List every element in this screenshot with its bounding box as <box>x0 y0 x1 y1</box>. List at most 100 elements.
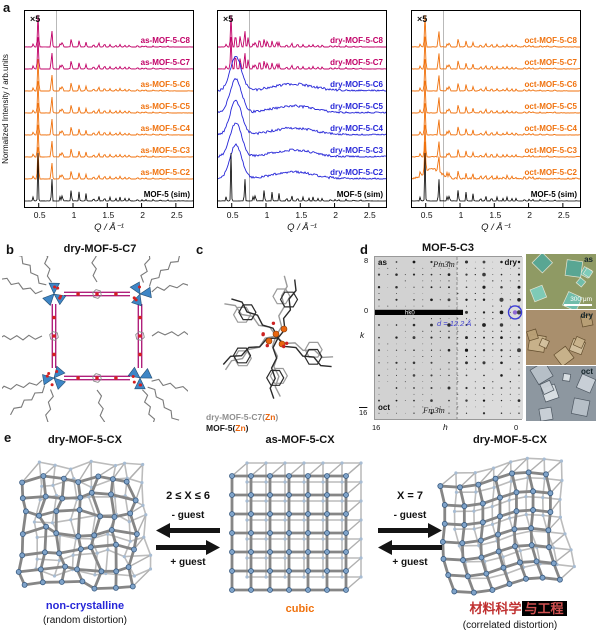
trace-label: oct-MOF-5-C3 <box>524 146 577 155</box>
legend-dry-name: dry-MOF-5-C7( <box>206 412 266 422</box>
photo-dry-label: dry <box>580 311 593 320</box>
plot-area-oct: oct-MOF-5-C8 oct-MOF-5-C7 oct-MOF-5-C6 oct-… <box>411 10 581 208</box>
panel-label-b: b <box>6 242 14 257</box>
photo-as-label: as <box>584 255 593 264</box>
arrow-right-icon <box>156 540 220 555</box>
xrd-plot-as: as-MOF-5-C8 as-MOF-5-C7 as-MOF-5-C6 as-MOF-… <box>24 10 194 242</box>
trace-label: dry-MOF-5-C3 <box>330 146 383 155</box>
trace-label: dry-MOF-5-C7 <box>330 58 383 67</box>
diffraction-pattern: hk0 as dry oct Pm3̄m Fm3̄m d = 12.2 Å <box>374 256 523 420</box>
trace-label: as-MOF-5-C3 <box>140 146 190 155</box>
xrd-traces <box>412 11 580 207</box>
x-tick-label: 1 <box>71 210 77 220</box>
diffraction-spots: hk0 <box>375 257 523 419</box>
magnification-label: ×5 <box>30 14 41 24</box>
diffraction-label-oct: oct <box>378 403 390 412</box>
watermark: 材料科学 与工程 <box>440 598 596 618</box>
arrow-left-icon <box>156 523 220 538</box>
trace-label: as-MOF-5-C4 <box>140 124 190 133</box>
trace-label: oct-MOF-5-C5 <box>524 102 577 111</box>
structure-right-title: dry-MOF-5-CX <box>473 434 547 446</box>
x-tick-label: 0.5 <box>420 210 433 220</box>
transition-right: X = 7 - guest + guest <box>372 490 448 569</box>
x-tick-label: 1.5 <box>102 210 115 220</box>
framework-random-distortion <box>15 459 153 592</box>
x-axis-label: Q / Å⁻¹ <box>287 222 317 233</box>
legend-mof5-close: ) <box>245 423 249 433</box>
trace-label: dry-MOF-5-C8 <box>330 36 383 45</box>
x-tick-label: 2 <box>333 210 338 220</box>
framework-correlated-distortion <box>437 456 576 596</box>
trace-label: oct-MOF-5-C6 <box>524 80 577 89</box>
watermark-text-plain: 材料科学 <box>469 601 522 616</box>
y-axis-label: Normalized Intensity / arb.units <box>1 54 10 164</box>
x-tick-label: 2 <box>527 210 532 220</box>
panel-label-a: a <box>3 0 11 15</box>
photo-as-image <box>526 254 596 309</box>
trace-label: as-MOF-5-C5 <box>140 102 190 111</box>
photo-as: as 300 μm <box>526 254 596 309</box>
h-tick-16: 16 <box>372 423 381 432</box>
x-tick-label: 2.5 <box>557 210 570 220</box>
x-tick-label: 1 <box>264 210 270 220</box>
legend-dry-zn: Zn <box>265 412 276 422</box>
structure-left-title: dry-MOF-5-CX <box>48 434 122 446</box>
legend-mof5-name: MOF-5( <box>206 423 236 433</box>
trace-label: MOF-5 (sim) <box>143 190 190 199</box>
x-axis-label: Q / Å⁻¹ <box>481 222 511 233</box>
structure-overlay-legend: dry-MOF-5-C7(Zn) MOF-5(Zn) <box>206 412 278 434</box>
diffraction-label-as: as <box>378 258 387 267</box>
k-tick-minus16: 16 <box>359 408 368 417</box>
legend-line-dry: dry-MOF-5-C7(Zn) <box>206 412 278 423</box>
k-tick-0: 0 <box>364 306 369 315</box>
x-tick-label: 2.5 <box>363 210 376 220</box>
trace-label: oct-MOF-5-C8 <box>524 36 577 45</box>
arrow-left-icon <box>378 540 442 555</box>
h-tick-0: 0 <box>514 423 519 432</box>
plot-area-dry: dry-MOF-5-C8 dry-MOF-5-C7 dry-MOF-5-C6 dry-… <box>217 10 387 208</box>
legend-line-mof5: MOF-5(Zn) <box>206 423 278 434</box>
caption-random-distortion: (random distortion) <box>43 615 127 626</box>
panel-label-e: e <box>4 430 12 445</box>
plot-area-as: as-MOF-5-C8 as-MOF-5-C7 as-MOF-5-C6 as-MOF-… <box>24 10 194 208</box>
k-tick-8: 8 <box>364 256 369 265</box>
x-tick-label: 1.5 <box>489 210 502 220</box>
space-group-top: Pm3̄m <box>433 259 455 269</box>
transition-right-minus-guest: - guest <box>393 510 427 521</box>
framework-cubic <box>229 461 363 593</box>
transition-left-plus-guest: + guest <box>170 557 206 568</box>
panel-label-c: c <box>196 242 204 257</box>
trace-label: oct-MOF-5-C4 <box>524 124 577 133</box>
trace-label: oct-MOF-5-C7 <box>524 58 577 67</box>
transition-right-plus-guest: + guest <box>392 557 428 568</box>
xrd-plot-dry: dry-MOF-5-C8 dry-MOF-5-C7 dry-MOF-5-C6 dry-… <box>217 10 387 242</box>
x-tick-label: 2 <box>140 210 145 220</box>
d-spacing-annotation: d = 12.2 Å <box>437 319 472 328</box>
trace-label: dry-MOF-5-C5 <box>330 102 383 111</box>
trace-label: dry-MOF-5-C2 <box>330 168 383 177</box>
trace-label: oct-MOF-5-C2 <box>524 168 577 177</box>
molecular-overlay-drawing <box>222 275 334 399</box>
xrd-traces <box>25 11 193 207</box>
caption-correlated-distortion: (correlated distortion) <box>462 620 558 631</box>
diffraction-label-dry: dry <box>504 258 517 267</box>
legend-mof5-zn: Zn <box>235 423 246 433</box>
xrd-plot-oct: oct-MOF-5-C8 oct-MOF-5-C7 oct-MOF-5-C6 oct-… <box>411 10 581 242</box>
scale-bar <box>564 304 592 306</box>
photo-oct-image <box>526 366 596 421</box>
panel-d-title: MOF-5-C3 <box>422 242 474 254</box>
caption-noncrystalline: non-crystalline <box>45 600 125 612</box>
trace-label: dry-MOF-5-C6 <box>330 80 383 89</box>
space-group-bottom: Fm3̄m <box>423 405 445 415</box>
panel-b-title: dry-MOF-5-C7 <box>63 243 137 255</box>
x-tick-label: 1 <box>458 210 464 220</box>
x-axis-label: Q / Å⁻¹ <box>94 222 124 233</box>
trace-label: as-MOF-5-C7 <box>140 58 190 67</box>
trace-label: MOF-5 (sim) <box>530 190 577 199</box>
x-tick-label: 0.5 <box>33 210 46 220</box>
transition-right-condition: X = 7 <box>397 490 423 502</box>
trace-label: dry-MOF-5-C4 <box>330 124 383 133</box>
trace-label: as-MOF-5-C2 <box>140 168 190 177</box>
trace-label: as-MOF-5-C8 <box>140 36 190 45</box>
